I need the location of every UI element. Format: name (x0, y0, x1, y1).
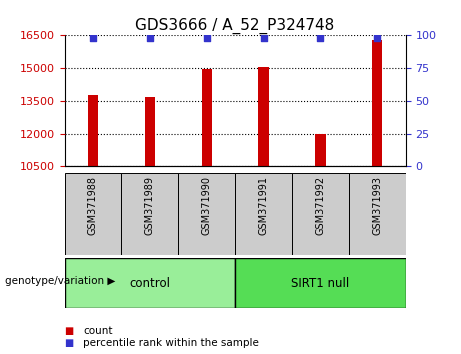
Text: GSM371993: GSM371993 (372, 176, 382, 235)
Text: GSM371992: GSM371992 (315, 176, 325, 235)
Bar (88, 96, 98, 166)
Title: GDS3666 / A_52_P324748: GDS3666 / A_52_P324748 (136, 18, 335, 34)
Bar (121, 173, 178, 255)
Text: count: count (83, 326, 112, 336)
Text: genotype/variation ▶: genotype/variation ▶ (5, 276, 115, 286)
Point (146, 35, 154, 41)
Point (373, 35, 381, 41)
Bar (372, 40, 382, 166)
Bar (65, 173, 121, 255)
Text: ■: ■ (65, 326, 74, 336)
Bar (315, 134, 325, 166)
Bar (349, 173, 406, 255)
Bar (145, 97, 155, 166)
Bar (292, 173, 349, 255)
Point (89, 35, 97, 41)
Text: GSM371988: GSM371988 (88, 176, 98, 235)
Point (317, 35, 324, 41)
Point (203, 35, 210, 41)
Bar (235, 173, 292, 255)
Bar (235, 258, 406, 308)
Text: GSM371989: GSM371989 (145, 176, 155, 235)
Bar (178, 173, 235, 255)
Text: GSM371990: GSM371990 (201, 176, 212, 235)
Text: percentile rank within the sample: percentile rank within the sample (83, 338, 259, 348)
Text: SIRT1 null: SIRT1 null (291, 277, 349, 290)
Bar (65, 258, 235, 308)
Point (260, 35, 267, 41)
Text: ■: ■ (65, 338, 74, 348)
Text: control: control (130, 277, 170, 290)
Bar (259, 67, 269, 166)
Text: GSM371991: GSM371991 (259, 176, 269, 235)
Bar (201, 69, 212, 166)
